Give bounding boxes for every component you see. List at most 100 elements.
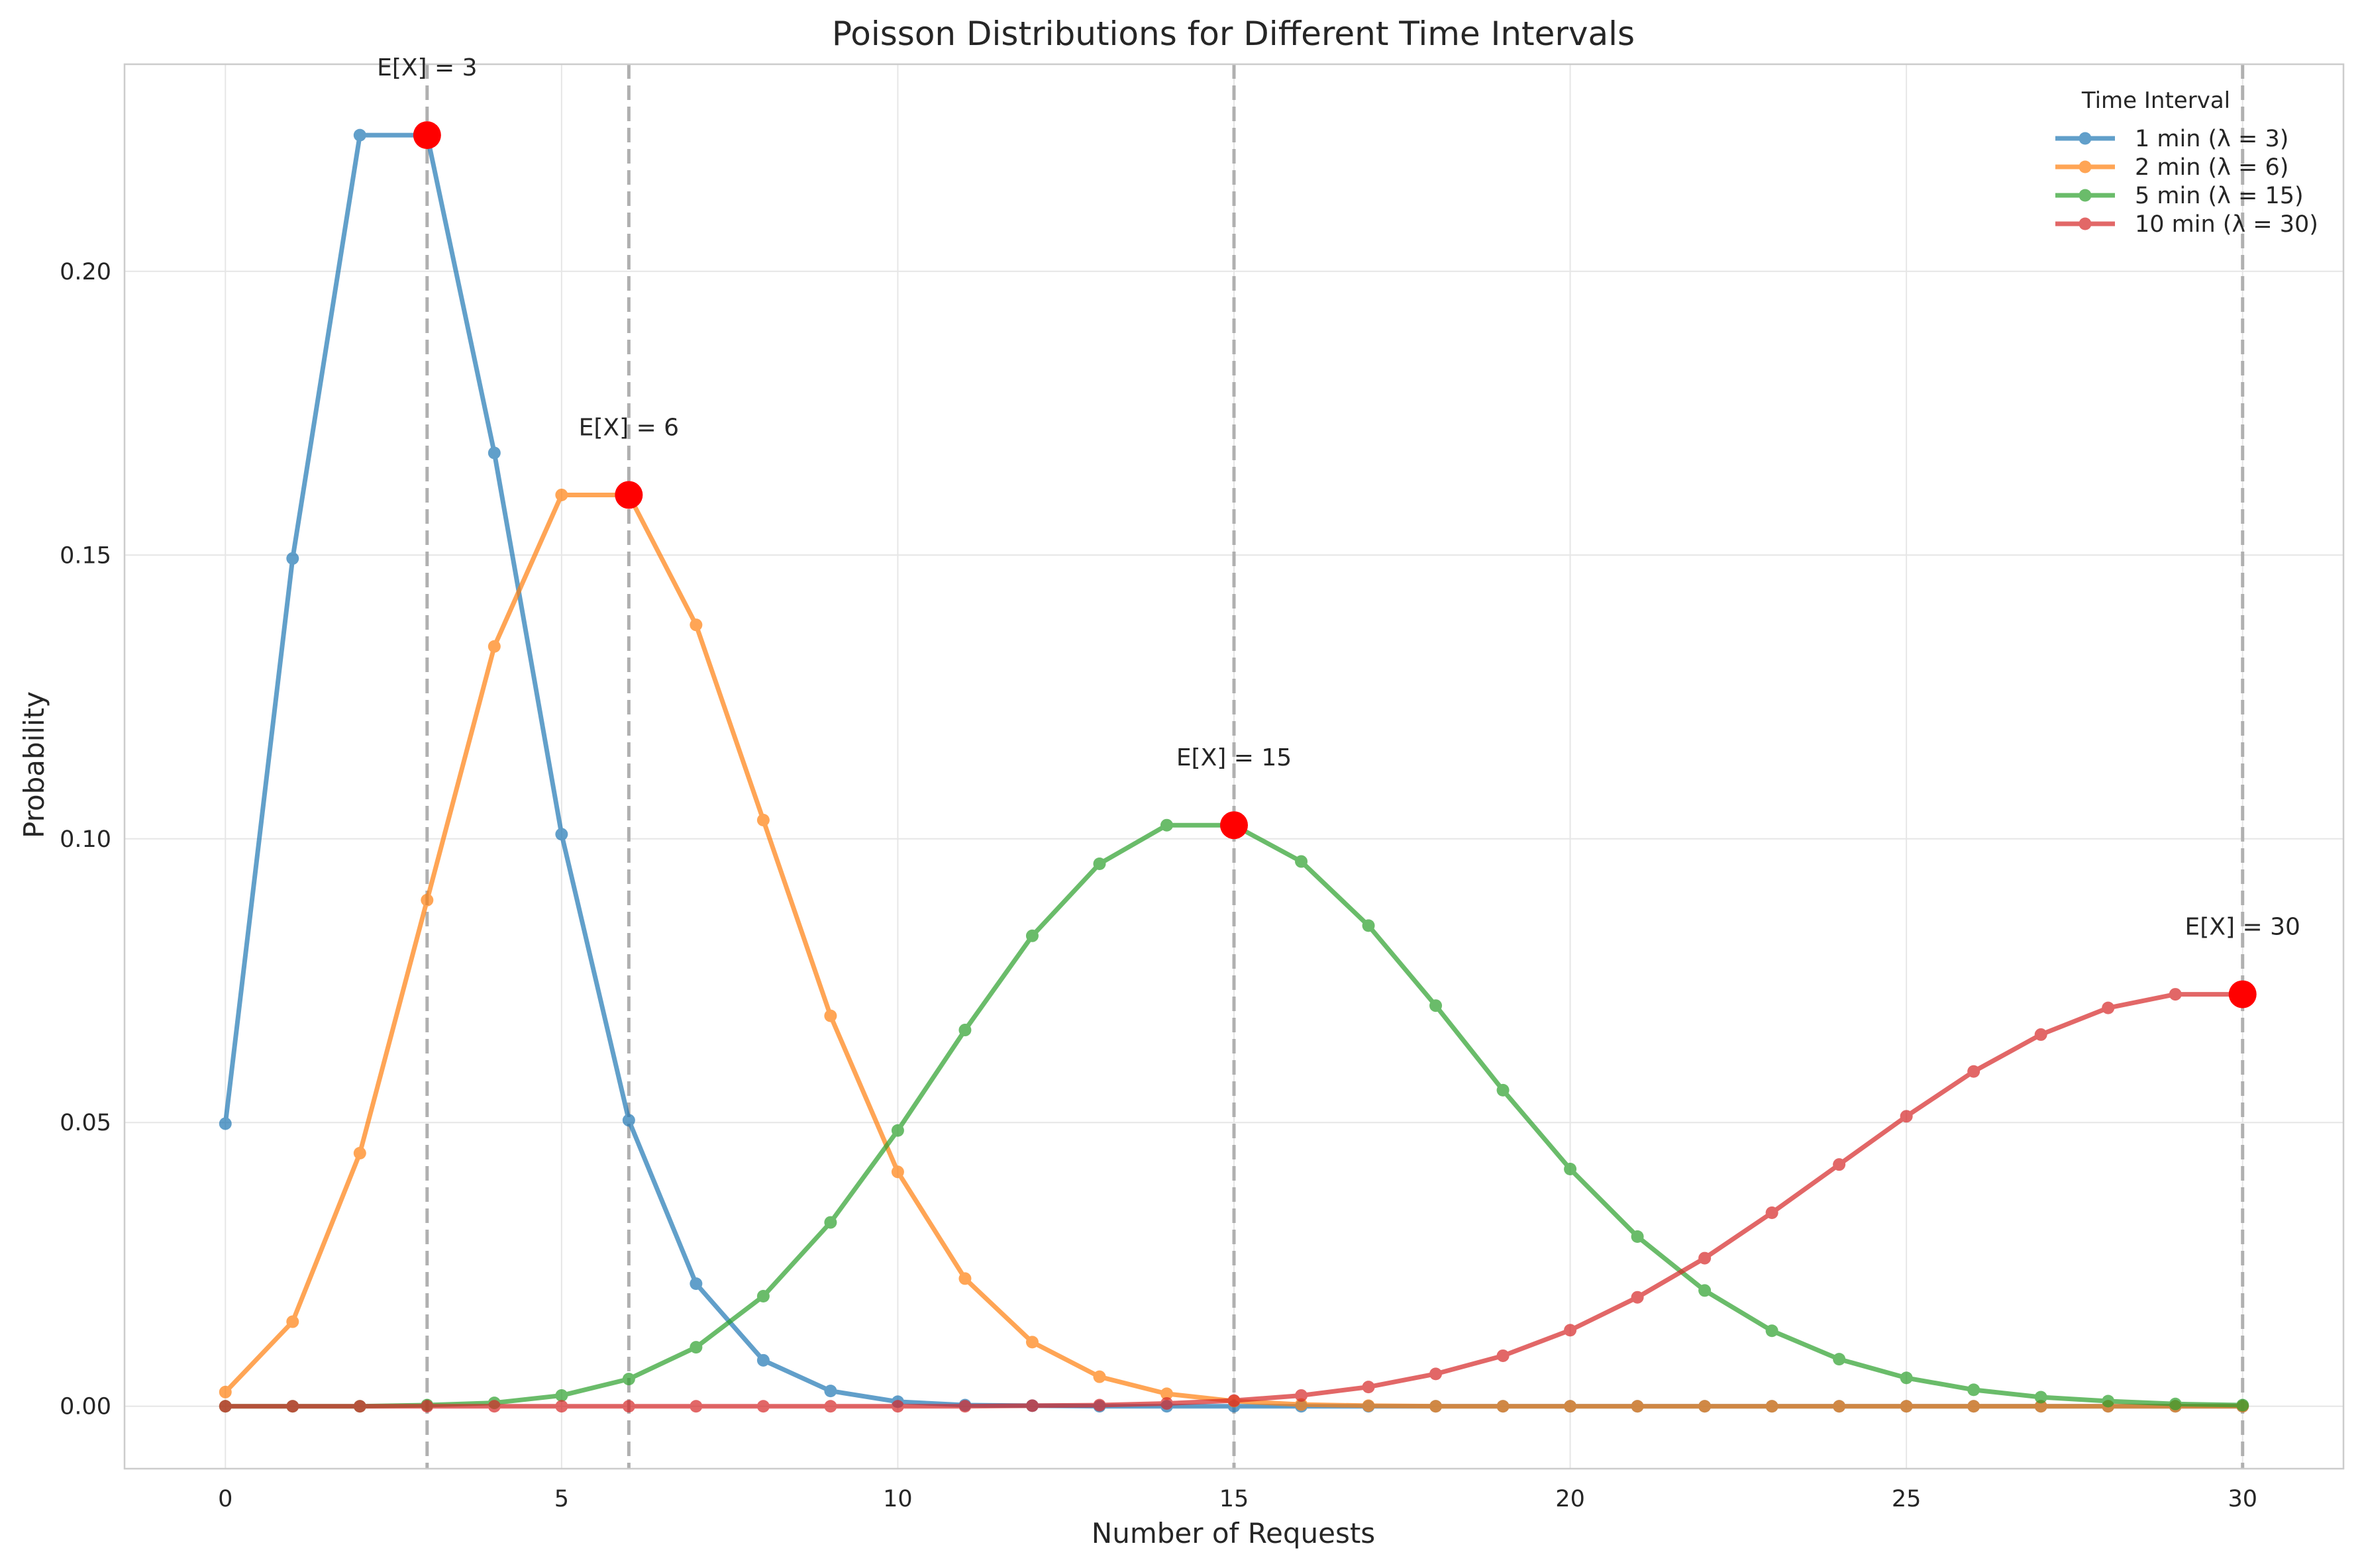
data-point xyxy=(353,1147,366,1160)
data-point xyxy=(1900,1371,1913,1385)
data-point xyxy=(555,1400,568,1413)
x-tick-label: 0 xyxy=(218,1486,232,1512)
legend-swatch xyxy=(2055,217,2115,230)
mean-label: E[X] = 30 xyxy=(2185,914,2300,941)
legend-swatch xyxy=(2055,160,2115,173)
data-point xyxy=(1160,818,1173,832)
data-point xyxy=(421,893,434,906)
series-group xyxy=(219,988,2249,1413)
data-point xyxy=(1093,857,1106,870)
data-point xyxy=(1967,1400,1980,1413)
data-point xyxy=(1025,929,1039,942)
data-point xyxy=(1093,1398,1106,1412)
grid-lines xyxy=(125,64,2343,1469)
data-point xyxy=(2236,1398,2249,1412)
data-point xyxy=(690,1277,703,1291)
mean-reference-lines xyxy=(425,64,2245,1469)
legend-label: 5 min (λ = 15) xyxy=(2135,183,2304,209)
data-point xyxy=(824,1385,837,1398)
data-point xyxy=(958,1272,972,1285)
data-point xyxy=(1362,1381,1375,1394)
data-point xyxy=(1025,1336,1039,1349)
data-point xyxy=(690,618,703,632)
data-point xyxy=(1429,999,1443,1012)
mean-label: E[X] = 15 xyxy=(1176,744,1292,771)
data-point xyxy=(824,1216,837,1229)
data-point xyxy=(1765,1324,1778,1338)
data-point xyxy=(1631,1400,1644,1413)
data-point xyxy=(958,1024,972,1037)
legend-entry: 2 min (λ = 6) xyxy=(2055,154,2288,181)
mean-marker xyxy=(2228,980,2257,1008)
mean-marker xyxy=(1220,811,1248,840)
data-point xyxy=(1362,919,1375,932)
x-axis-label: Number of Requests xyxy=(1092,1517,1375,1549)
data-point xyxy=(1564,1400,1577,1413)
data-point xyxy=(488,446,501,460)
legend-swatch xyxy=(2055,189,2115,202)
data-point xyxy=(353,1400,366,1413)
data-point xyxy=(756,1400,770,1413)
data-point xyxy=(219,1117,232,1130)
y-axis-label: Probability xyxy=(18,691,50,838)
data-point xyxy=(286,552,299,565)
data-point xyxy=(891,1400,904,1413)
data-point xyxy=(1227,1394,1241,1407)
plot-frame xyxy=(123,63,2345,1470)
data-point xyxy=(2034,1400,2047,1413)
legend-label: 1 min (λ = 3) xyxy=(2135,126,2288,152)
legend-marker xyxy=(2079,132,2092,145)
data-point xyxy=(421,1400,434,1413)
mean-label: E[X] = 6 xyxy=(579,414,679,441)
data-point xyxy=(488,1400,501,1413)
x-tick-label: 25 xyxy=(1892,1486,1922,1512)
data-point xyxy=(891,1124,904,1137)
data-point xyxy=(1295,1398,1308,1411)
data-point xyxy=(1362,1399,1375,1412)
legend-marker xyxy=(2079,217,2092,230)
data-point xyxy=(690,1341,703,1354)
legend-entry: 5 min (λ = 15) xyxy=(2055,183,2304,209)
data-point xyxy=(1564,1163,1577,1176)
data-point xyxy=(2102,1395,2115,1408)
legend-entries: 1 min (λ = 3)2 min (λ = 6)5 min (λ = 15)… xyxy=(2055,126,2318,238)
mean-marker xyxy=(615,481,643,509)
data-point xyxy=(1698,1400,1712,1413)
legend-entry: 1 min (λ = 3) xyxy=(2055,126,2288,152)
axis-ticks: 0 5 10 15 20 25 30 0.00 0.05 0.10 0.15 0.20 xyxy=(60,259,2257,1512)
legend-marker xyxy=(2079,160,2092,173)
legend-label: 10 min (λ = 30) xyxy=(2135,211,2318,238)
data-point xyxy=(1295,1389,1308,1402)
data-point xyxy=(1429,1400,1443,1413)
data-point xyxy=(286,1400,299,1413)
x-tick-label: 10 xyxy=(883,1486,913,1512)
data-point xyxy=(219,1400,232,1413)
data-point xyxy=(353,128,366,142)
legend-title: Time Interval xyxy=(2081,87,2230,114)
data-point xyxy=(1496,1083,1510,1097)
data-point xyxy=(622,1400,635,1413)
x-tick-label: 30 xyxy=(2228,1486,2257,1512)
x-tick-label: 15 xyxy=(1219,1486,1249,1512)
data-point xyxy=(1900,1400,1913,1413)
data-point xyxy=(1025,1399,1039,1412)
y-tick-label: 0.05 xyxy=(60,1110,111,1136)
data-point xyxy=(1631,1291,1644,1304)
data-point xyxy=(219,1385,232,1398)
legend-marker xyxy=(2079,189,2092,202)
data-point xyxy=(1429,1367,1443,1381)
data-point xyxy=(1496,1400,1510,1413)
data-point xyxy=(891,1165,904,1179)
legend-swatch xyxy=(2055,132,2115,145)
data-point xyxy=(824,1009,837,1022)
data-point xyxy=(2169,988,2182,1001)
data-point xyxy=(555,828,568,841)
y-tick-label: 0.15 xyxy=(60,542,111,569)
data-point xyxy=(555,488,568,501)
data-point xyxy=(824,1400,837,1413)
data-point xyxy=(2169,1397,2182,1410)
data-point xyxy=(690,1400,703,1413)
mean-marker xyxy=(413,121,441,150)
